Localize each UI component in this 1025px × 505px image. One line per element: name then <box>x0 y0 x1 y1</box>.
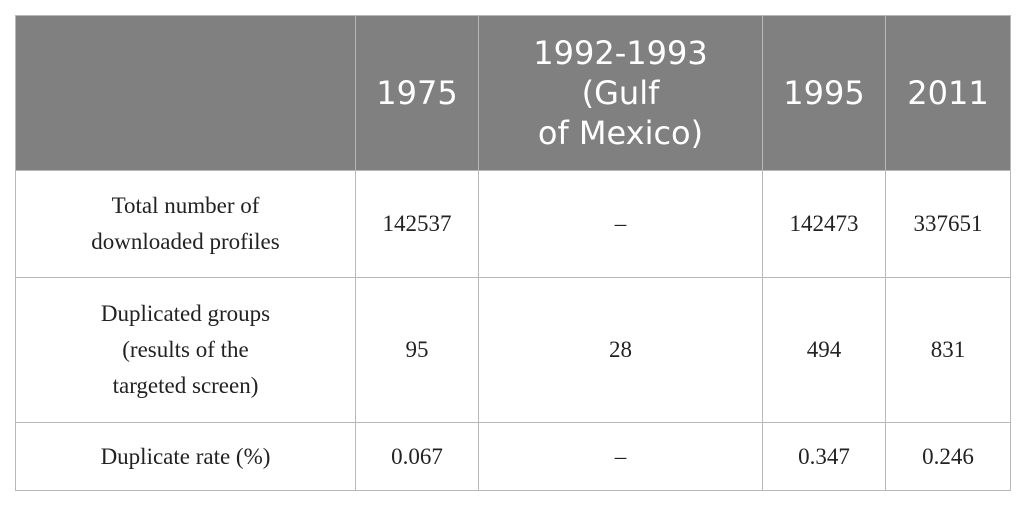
table-row: Total number of downloaded profiles 142537… <box>15 170 1011 278</box>
text-line: targeted screen) <box>112 373 259 398</box>
text-line: downloaded profiles <box>91 229 280 254</box>
table-body: Total number of downloaded profiles 142537… <box>15 170 1011 491</box>
header-cell: 1975 <box>355 15 479 171</box>
text-line: Total number of <box>111 193 260 218</box>
table-cell: 831 <box>885 277 1011 423</box>
table-cell: – <box>478 422 763 491</box>
row-label: Total number of downloaded profiles <box>15 170 356 278</box>
header-cell: 1995 <box>762 15 886 171</box>
text-line: (Gulf <box>581 74 660 112</box>
text-line: Duplicated groups <box>100 301 271 326</box>
data-table: 1975 1992-1993 (Gulf of Mexico) 1995 2011 Tot… <box>15 15 1011 491</box>
table-cell: 337651 <box>885 170 1011 278</box>
table-row: Duplicated groups (results of the targeted… <box>15 277 1011 423</box>
text-line: 2011 <box>907 74 989 112</box>
table-cell: 142537 <box>355 170 479 278</box>
text-line: (results of the <box>122 337 249 362</box>
row-label: Duplicate rate (%) <box>15 422 356 491</box>
header-cell: 2011 <box>885 15 1011 171</box>
row-label: Duplicated groups (results of the targeted… <box>15 277 356 423</box>
table-row: Duplicate rate (%) 0.067–0.347 0.246 <box>15 422 1011 491</box>
header-row: 1975 1992-1993 (Gulf of Mexico) 1995 2011 <box>15 15 1011 171</box>
table-cell: 0.067 <box>355 422 479 491</box>
table-cell: – <box>478 170 763 278</box>
table-cell: 95 <box>355 277 479 423</box>
text-line: 1992-1993 <box>533 34 708 72</box>
text-line: 1995 <box>783 74 865 112</box>
text-line: Duplicate rate (%) <box>100 443 271 469</box>
table-cell: 0.246 <box>885 422 1011 491</box>
table-cell: 494 <box>762 277 886 423</box>
header-cell: 1992-1993 (Gulf of Mexico) <box>478 15 763 171</box>
header-cell <box>15 15 356 171</box>
text-line: 1975 <box>376 74 458 112</box>
text-line: of Mexico) <box>537 114 704 152</box>
table-cell: 0.347 <box>762 422 886 491</box>
table-cell: 142473 <box>762 170 886 278</box>
table-cell: 28 <box>478 277 763 423</box>
